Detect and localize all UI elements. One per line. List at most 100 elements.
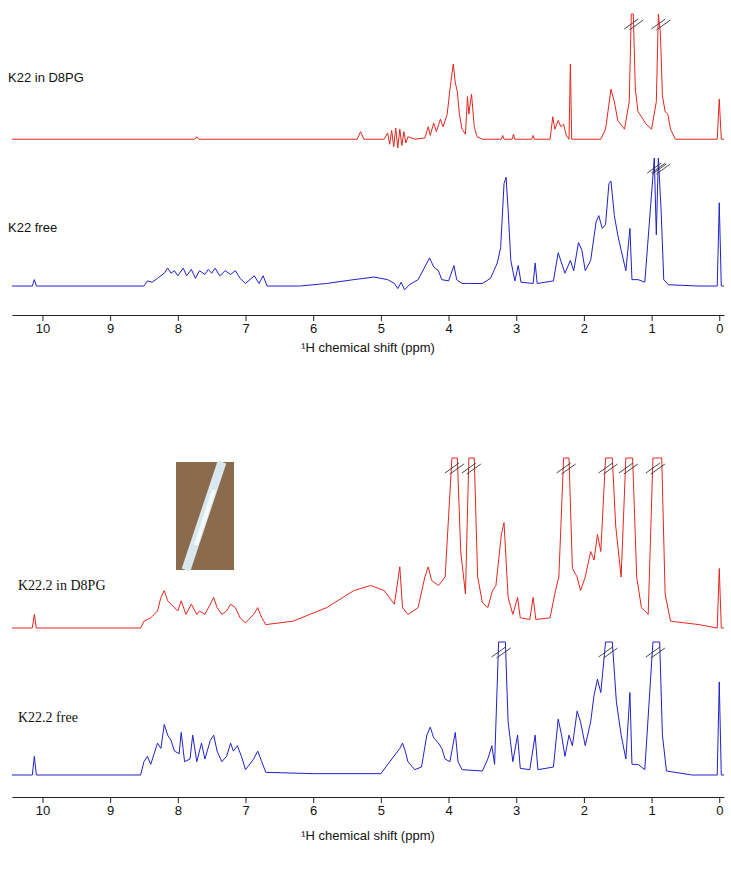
photo-background: [176, 462, 234, 570]
tick-mark: [110, 315, 111, 321]
tick: 4: [445, 797, 452, 818]
tick: 7: [242, 315, 249, 336]
break-mark: [492, 647, 506, 657]
break-mark: [651, 648, 665, 658]
tick: 1: [648, 797, 655, 818]
tick: 5: [378, 315, 385, 336]
tick-mark: [381, 797, 382, 803]
tick-mark: [516, 797, 517, 803]
axis-line: [13, 797, 725, 798]
tick-mark: [245, 315, 246, 321]
tick: 3: [513, 797, 520, 818]
spectrum-group: [12, 642, 724, 775]
spectrum-line: [12, 158, 724, 290]
tick: 7: [242, 797, 249, 818]
tick: 6: [310, 315, 317, 336]
tick-label: 7: [242, 803, 249, 818]
tick: 0: [716, 315, 723, 336]
tick-mark: [110, 797, 111, 803]
x-axis: 012345678910: [13, 315, 725, 336]
tick-label: 1: [648, 803, 655, 818]
axis-title: ¹H chemical shift (ppm): [301, 340, 435, 355]
tick-mark: [652, 797, 653, 803]
tick: 0: [716, 797, 723, 818]
tick-mark: [42, 315, 43, 321]
tick-label: 9: [107, 803, 114, 818]
figure: K22 in D8PGK22 free012345678910¹H chemic…: [0, 0, 731, 884]
tick-label: 10: [36, 321, 50, 336]
tick: 3: [513, 315, 520, 336]
break-mark: [646, 647, 660, 657]
spectrum-label: K22.2 free: [18, 710, 78, 725]
tick: 2: [581, 797, 588, 818]
break-mark: [656, 20, 670, 30]
tick-mark: [516, 315, 517, 321]
tick-mark: [719, 797, 720, 803]
photo-tube-highlight: [196, 490, 214, 545]
photo-inset: [176, 462, 234, 570]
tick: 4: [445, 315, 452, 336]
break-mark: [599, 463, 613, 473]
tick-label: 6: [310, 321, 317, 336]
panel: K22 in D8PGK22 free012345678910¹H chemic…: [8, 14, 725, 355]
photo-tube: [186, 462, 222, 570]
spectrum-line: [12, 14, 724, 148]
tick-label: 6: [310, 803, 317, 818]
tick-mark: [178, 797, 179, 803]
tick: 5: [378, 797, 385, 818]
tick-mark: [652, 315, 653, 321]
tick: 8: [175, 797, 182, 818]
break-mark: [445, 463, 459, 473]
tick-label: 2: [581, 803, 588, 818]
tick-mark: [178, 315, 179, 321]
tick-mark: [719, 315, 720, 321]
tick-mark: [42, 797, 43, 803]
spectrum-group: [12, 458, 724, 628]
tick-label: 8: [175, 321, 182, 336]
tick-label: 0: [716, 321, 723, 336]
tick: 6: [310, 797, 317, 818]
break-mark: [557, 463, 571, 473]
break-mark: [651, 19, 665, 29]
break-mark: [629, 20, 643, 30]
break-mark: [562, 464, 576, 474]
tick-mark: [245, 797, 246, 803]
break-mark: [652, 164, 666, 174]
tick: 9: [107, 797, 114, 818]
tick-label: 5: [378, 321, 385, 336]
tick-label: 10: [36, 803, 50, 818]
tick-mark: [449, 315, 450, 321]
spectrum-group: [12, 14, 724, 148]
tick-mark: [449, 797, 450, 803]
tick-mark: [313, 315, 314, 321]
tick-label: 8: [175, 803, 182, 818]
axis-line: [13, 315, 725, 316]
spectrum-label: K22 in D8PG: [8, 70, 84, 85]
tick-label: 3: [513, 803, 520, 818]
tick: 2: [581, 315, 588, 336]
break-mark: [467, 464, 481, 474]
axis-title: ¹H chemical shift (ppm): [301, 828, 435, 843]
spectrum-line: [12, 642, 724, 775]
spectrum-group: [12, 158, 724, 290]
break-mark: [624, 19, 638, 29]
panel: K22.2 in D8PG K22.2 free 0 1 2 3 4 5 6 7 8 9 10 ¹H ch…: [9, 458, 725, 843]
tick-label: 7: [242, 321, 249, 336]
break-mark: [604, 464, 618, 474]
tick-label: 3: [513, 321, 520, 336]
spectrum-label: K22.2 in D8PG: [18, 578, 106, 593]
tick-mark: [381, 315, 382, 321]
tick-label: 5: [378, 803, 385, 818]
break-mark: [604, 648, 618, 658]
break-mark: [462, 463, 476, 473]
tick-label: 0: [716, 803, 723, 818]
break-mark: [646, 463, 660, 473]
tick: 1: [648, 315, 655, 336]
spectrum-line: [12, 458, 724, 628]
break-mark: [624, 464, 638, 474]
tick: 8: [175, 315, 182, 336]
tick: 10: [36, 315, 50, 336]
tick-label: 2: [581, 321, 588, 336]
break-mark: [651, 163, 665, 173]
tick-mark: [313, 797, 314, 803]
